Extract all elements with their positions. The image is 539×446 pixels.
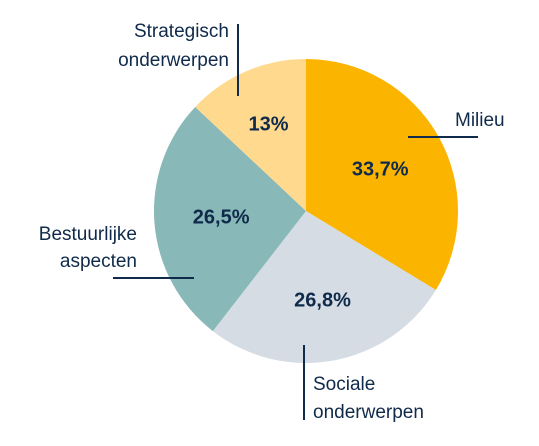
value-label-bestuurlijke-aspecten: 26,5% [193,207,250,229]
value-label-milieu: 33,7% [352,158,409,180]
category-label-bestuurlijke-aspecten: Bestuurlijke aspecten [39,224,137,272]
category-label-sociale-onderwerpen: Sociale onderwerpen [313,374,424,423]
pie-slice-milieu [306,59,458,291]
category-labels: Milieu Sociale onderwerpen Bestuurlijke aspe… [39,21,505,423]
pie-slice-strategisch-onderwerpen [195,59,306,211]
leader-lines [113,24,478,420]
percentage-labels: 33,7% 26,8% 26,5% 13% [193,114,409,312]
category-label-milieu: Milieu [455,110,505,131]
pie-slice-bestuurlijke-aspecten [154,106,306,332]
pie-slice-sociale-onderwerpen [212,211,436,363]
value-label-sociale-onderwerpen: 26,8% [294,290,351,312]
pie-slices [154,59,458,363]
value-label-strategisch-onderwerpen: 13% [249,114,289,136]
category-label-strategisch-onderwerpen: Strategisch onderwerpen [118,21,229,71]
